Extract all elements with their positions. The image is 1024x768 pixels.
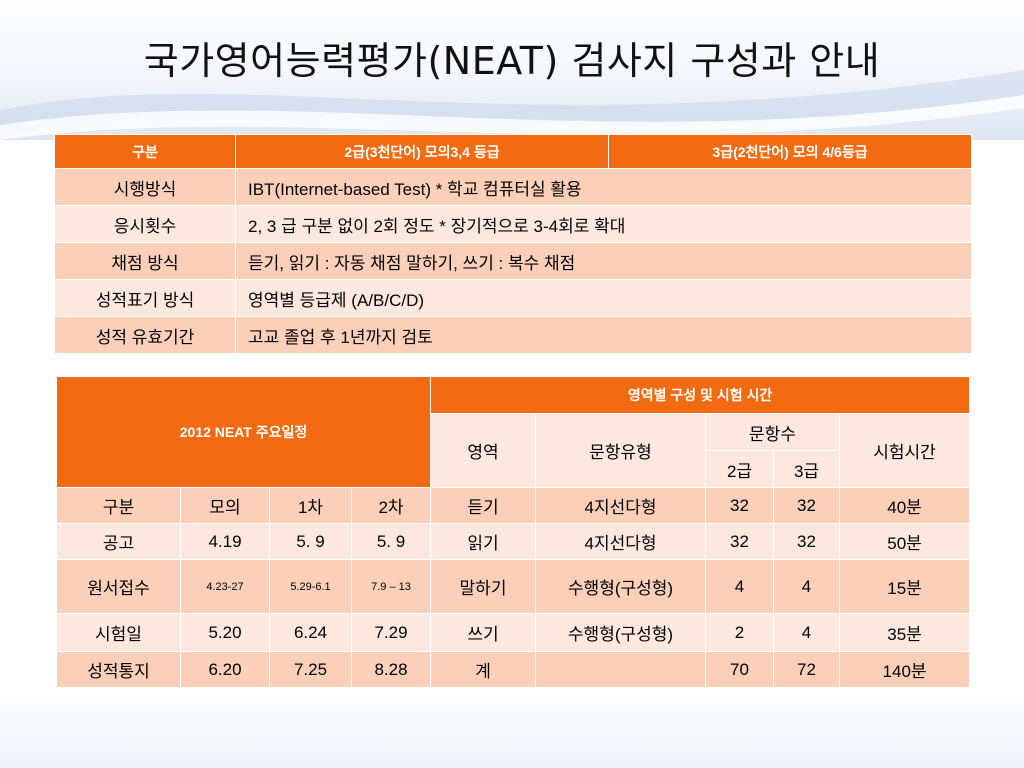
count-cell: 32 [773,487,841,524]
count-cell: 4 [705,559,775,614]
row-label: 성적 유효기간 [54,316,236,354]
schedule-cell: 4.19 [180,523,270,560]
area-cell: 듣기 [430,487,537,524]
row-label: 응시횟수 [54,205,236,243]
schedule-header-row: 2012 NEAT 주요일정 영역별 구성 및 시험 시간 [55,376,971,488]
row-value: 고교 졸업 후 1년까지 검토 [235,316,972,354]
schedule-cell: 5. 9 [350,523,432,560]
schedule-cell: 5. 9 [269,523,352,560]
schedule-cell: 4.23-27 [180,559,270,614]
schedule-cell: 시험일 [56,613,181,652]
count-cell: 2 [705,613,775,652]
schedule-cell: 구분 [56,487,181,524]
schedule-cell: 원서접수 [56,559,181,614]
decorative-swoosh [0,70,1024,140]
count-cell: 4 [773,559,841,614]
schedule-cell: 5.29-6.1 [269,559,352,614]
schedule-cell: 2차 [350,487,432,524]
schedule-cell: 8.28 [350,651,432,688]
table-row: 시험일 5.20 6.24 7.29 쓰기 수행형(구성형) 2 4 35분 [56,613,971,652]
row-value: 영역별 등급제 (A/B/C/D) [235,279,972,317]
col-type: 문항유형 [535,413,707,488]
table-row: 응시횟수 2, 3 급 구분 없이 2회 정도 * 장기적으로 3-4회로 확대 [54,205,972,243]
header-category: 구분 [54,134,236,169]
exam-info-table: 구분 2급(3천단어) 모의3,4 등급 3급(2천단어) 모의 4/6등급 시… [54,134,972,354]
table-row: 구분 모의 1차 2차 듣기 4지선다형 32 32 40분 [56,487,971,524]
schedule-title: 2012 NEAT 주요일정 [55,376,432,488]
count-cell: 32 [705,523,775,560]
type-cell: 4지선다형 [535,487,707,524]
area-cell: 읽기 [430,523,537,560]
table-row: 성적 유효기간 고교 졸업 후 1년까지 검토 [54,316,972,354]
schedule-cell: 5.20 [180,613,270,652]
schedule-cell: 성적통지 [56,651,181,688]
row-label: 채점 방식 [54,242,236,280]
row-label: 성적표기 방식 [54,279,236,317]
type-cell: 수행형(구성형) [535,613,707,652]
count-cell: 32 [773,523,841,560]
schedule-cell: 6.24 [269,613,352,652]
schedule-cell: 모의 [180,487,270,524]
page-title: 국가영어능력평가(NEAT) 검사지 구성과 안내 [143,39,881,83]
type-cell [535,651,707,688]
col-grade2: 2급 [705,450,775,488]
schedule-cell: 6.20 [180,651,270,688]
count-cell: 4 [773,613,841,652]
row-label: 시행방식 [54,168,236,206]
schedule-subheader-row: 영역 문항유형 문항수 시험시간 [57,413,971,488]
table-row: 원서접수 4.23-27 5.29-6.1 7.9 – 13 말하기 수행형(구… [56,559,971,614]
row-value: IBT(Internet-based Test) * 학교 컴퓨터실 활용 [235,168,972,206]
count-cell: 32 [705,487,775,524]
footer-background [0,690,1024,768]
schedule-cell: 1차 [269,487,352,524]
type-cell: 4지선다형 [535,523,707,560]
composition-title: 영역별 구성 및 시험 시간 [430,376,971,414]
col-grade3: 3급 [773,450,841,488]
col-time: 시험시간 [839,413,971,488]
schedule-cell: 7.29 [350,613,432,652]
schedule-cell: 7.9 – 13 [350,559,432,614]
row-value: 2, 3 급 구분 없이 2회 정도 * 장기적으로 3-4회로 확대 [235,205,972,243]
time-cell: 15분 [839,559,971,614]
schedule-subheader-row: 2급 3급 [57,450,970,488]
time-cell: 50분 [839,523,971,560]
header-grade3: 3급(2천단어) 모의 4/6등급 [608,134,972,169]
time-cell: 35분 [839,613,971,652]
schedule-table: 2012 NEAT 주요일정 영역별 구성 및 시험 시간 영역 문항유형 문항… [55,376,971,688]
col-area: 영역 [430,413,537,488]
table-row: 공고 4.19 5. 9 5. 9 읽기 4지선다형 32 32 50분 [56,523,971,560]
count-cell: 70 [705,651,775,688]
area-cell: 쓰기 [430,613,537,652]
table-row: 성적표기 방식 영역별 등급제 (A/B/C/D) [54,279,972,317]
row-value: 듣기, 읽기 : 자동 채점 말하기, 쓰기 : 복수 채점 [235,242,972,280]
area-cell: 말하기 [430,559,537,614]
table-row: 채점 방식 듣기, 읽기 : 자동 채점 말하기, 쓰기 : 복수 채점 [54,242,972,280]
area-cell: 계 [430,651,537,688]
time-cell: 40분 [839,487,971,524]
header-grade2: 2급(3천단어) 모의3,4 등급 [235,134,609,169]
table-row: 성적통지 6.20 7.25 8.28 계 70 72 140분 [56,651,971,688]
exam-info-header-row: 구분 2급(3천단어) 모의3,4 등급 3급(2천단어) 모의 4/6등급 [54,134,972,169]
count-cell: 72 [773,651,841,688]
table-row: 시행방식 IBT(Internet-based Test) * 학교 컴퓨터실 … [54,168,972,206]
schedule-cell: 7.25 [269,651,352,688]
schedule-cell: 공고 [56,523,181,560]
col-count: 문항수 [705,413,841,451]
type-cell: 수행형(구성형) [535,559,707,614]
time-cell: 140분 [839,651,971,688]
